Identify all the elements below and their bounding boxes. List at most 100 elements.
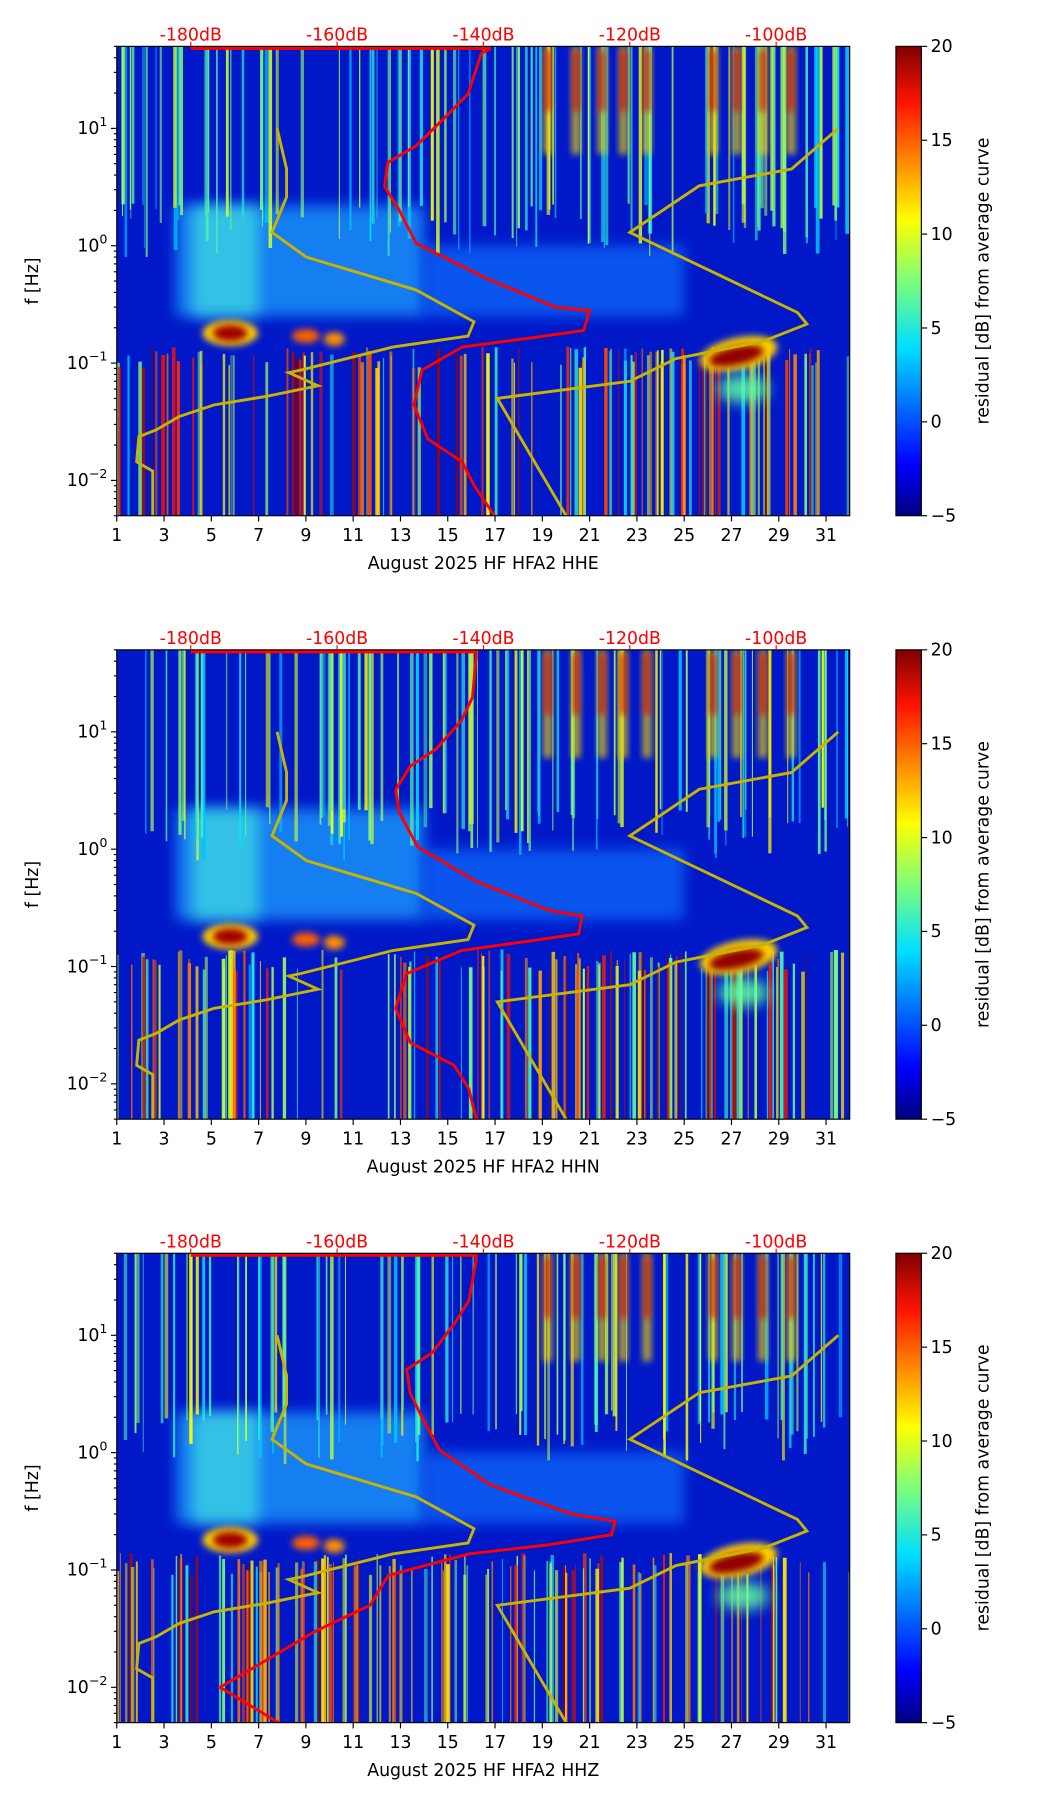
streak [135,1561,138,1723]
streak [817,649,821,854]
streak [569,347,572,516]
top-db-tick-label: -180dB [160,26,222,46]
streak [739,967,742,1120]
streak [565,1572,567,1723]
blob [292,932,320,947]
streak [296,968,298,1120]
x-tick-label: 17 [484,1733,506,1753]
streak [746,1573,749,1723]
streak [757,359,760,516]
streak [291,351,295,516]
streak [699,1253,702,1421]
x-tick-label: 9 [300,1130,311,1150]
streak [565,959,567,1120]
x-tick-label: 1 [111,1733,122,1753]
streak [768,355,770,516]
streak [495,1253,497,1430]
y-tick-base: 10 [67,1678,89,1698]
streak [300,46,304,218]
streak [496,649,500,843]
streak [245,1253,248,1441]
y-tick-base: 10 [77,1443,99,1463]
streak [697,1253,701,1425]
streak [769,348,771,516]
nlnm-curve [135,128,476,516]
x-tick-label: 23 [626,1733,648,1753]
y-axis-label: f [Hz] [23,861,43,908]
streak [182,649,186,821]
streak [813,1253,815,1437]
streak [780,1253,783,1421]
streak [608,351,611,516]
streak [513,362,515,516]
streak [372,46,375,224]
streak [399,956,402,1120]
streak [401,1253,404,1436]
x-tick-label: 27 [720,1130,742,1150]
streak [782,1253,785,1461]
streak [424,1568,428,1723]
streak [743,46,747,228]
streak [430,46,434,221]
top-db-tick-label: -160dB [306,26,368,46]
streak [782,46,787,254]
streak [403,962,407,1120]
streak [442,1570,445,1723]
streak [158,964,161,1120]
streak [684,951,687,1120]
streak [342,1558,346,1723]
streak [630,46,633,234]
streak [263,1559,267,1723]
streak [446,1564,450,1723]
streak [197,649,199,854]
streak [159,46,162,223]
streak [666,952,668,1120]
streak [637,1572,641,1723]
streak [799,1562,801,1723]
streak [239,649,242,845]
top-db-tick-label: -140dB [452,26,514,46]
streak [481,953,483,1120]
streak [201,649,206,860]
streak [501,1558,503,1723]
streak [634,352,637,516]
streak [178,46,182,206]
streak [393,1573,396,1723]
y-tick-label: 100 [77,835,107,860]
streak [349,46,352,231]
streak [705,352,708,516]
streak [275,1567,280,1723]
streak [610,348,612,516]
x-tick-label: 19 [531,1130,553,1150]
colorbar-tick-label: 0 [931,1016,942,1036]
streak [738,1564,740,1723]
streak [225,46,229,217]
streak [655,351,659,516]
streak [295,357,298,516]
x-tick-label: 1 [111,1130,122,1150]
streak [389,46,391,233]
streak [195,1556,199,1723]
streak [186,1253,188,1421]
colorbar [895,1252,922,1724]
streak [613,649,616,816]
streak [574,349,579,516]
top-db-tick-label: -160dB [306,629,368,649]
colorbar-tick-label: 10 [931,1432,953,1452]
streak [161,354,165,516]
streak [233,968,236,1120]
streak [248,1565,252,1723]
streak [621,1557,624,1723]
streak [310,352,314,516]
streak [594,1253,598,1425]
streak [303,355,306,516]
streak [142,1253,144,1452]
streak [195,1253,199,1415]
streak [582,1568,585,1723]
streak [600,1555,604,1723]
y-tick-base: 10 [77,119,99,139]
streak [816,350,820,516]
streak [766,970,769,1120]
hot-streak [788,1256,795,1319]
streak [834,950,839,1120]
